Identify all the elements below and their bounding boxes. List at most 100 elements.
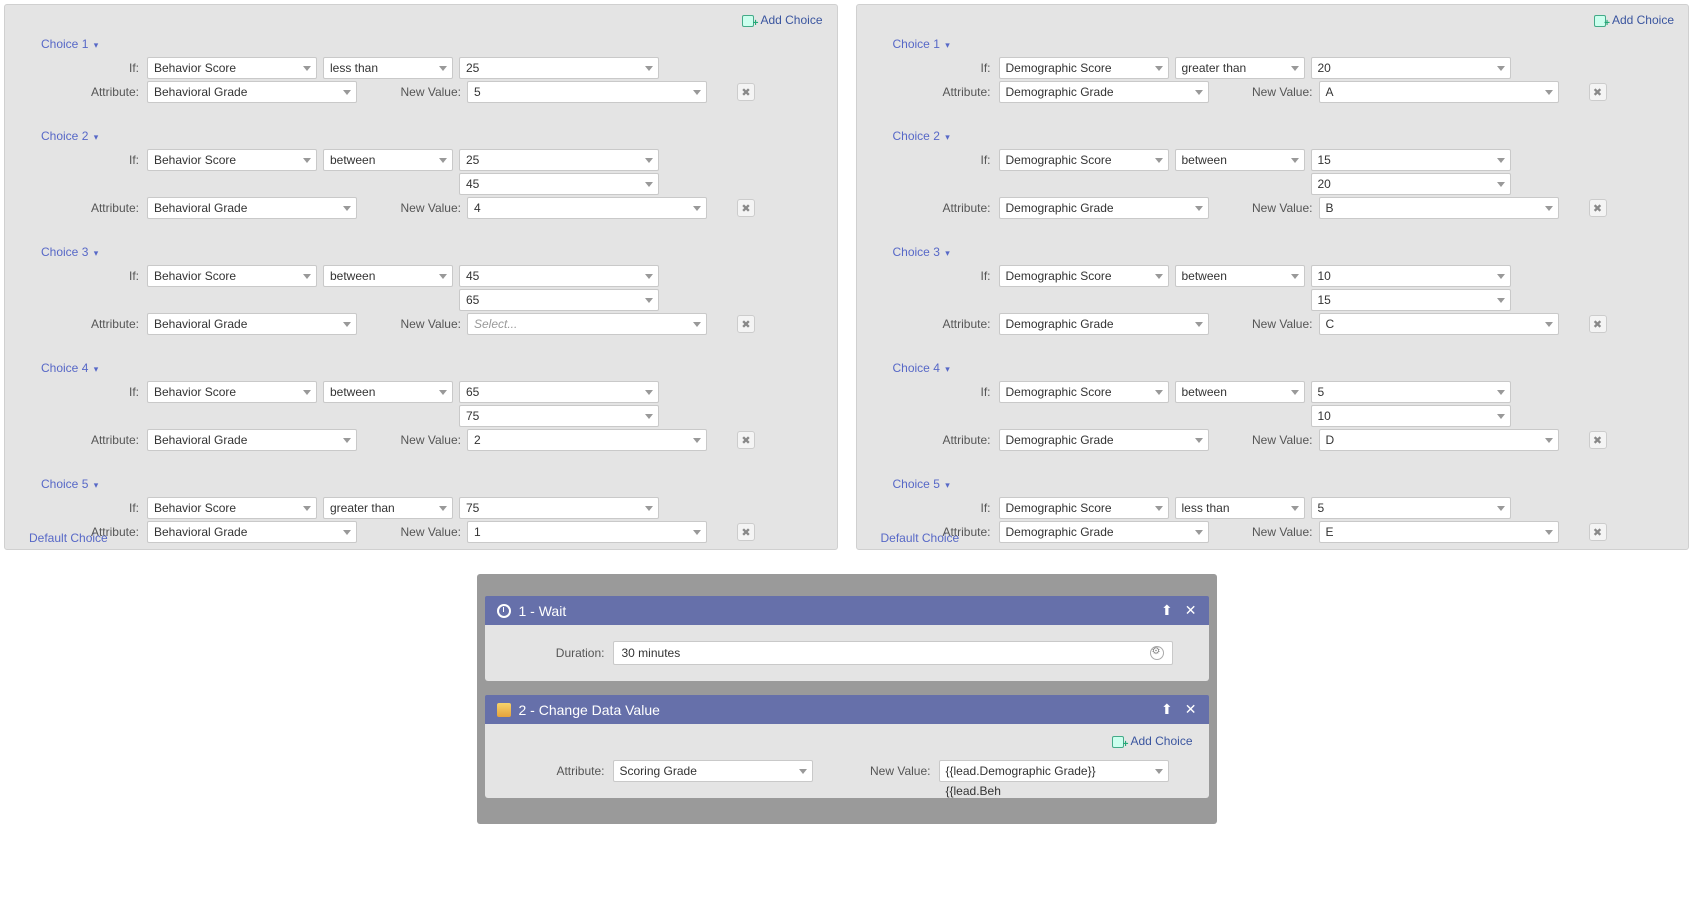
if-value1-select[interactable]: 5 xyxy=(1311,497,1511,519)
if-operator-select[interactable]: between xyxy=(323,381,453,403)
delete-choice-button[interactable]: ✖ xyxy=(1589,199,1607,217)
step-2-header[interactable]: 2 - Change Data Value ⬆ ✕ xyxy=(485,695,1209,724)
close-icon[interactable]: ✕ xyxy=(1185,602,1197,619)
choice-header[interactable]: Choice 1 ▾ xyxy=(893,37,1679,51)
new-value-select[interactable]: B xyxy=(1319,197,1559,219)
delete-choice-button[interactable]: ✖ xyxy=(737,199,755,217)
new-value-select[interactable]: C xyxy=(1319,313,1559,335)
if-attribute-select[interactable]: Behavior Score xyxy=(147,149,317,171)
if-operator-select[interactable]: between xyxy=(1175,265,1305,287)
if-value1-select[interactable]: 5 xyxy=(1311,381,1511,403)
if-attribute-select[interactable]: Behavior Score xyxy=(147,57,317,79)
attribute-select[interactable]: Demographic Grade xyxy=(999,521,1209,543)
choice-header[interactable]: Choice 1 ▾ xyxy=(41,37,827,51)
new-value-label: New Value: xyxy=(1235,85,1313,99)
delete-choice-button[interactable]: ✖ xyxy=(737,83,755,101)
choice-header[interactable]: Choice 2 ▾ xyxy=(893,129,1679,143)
if-attribute-select[interactable]: Demographic Score xyxy=(999,57,1169,79)
new-value-select[interactable]: 2 xyxy=(467,429,707,451)
if-value2-select[interactable]: 20 xyxy=(1311,173,1511,195)
if-operator-select[interactable]: between xyxy=(323,265,453,287)
close-icon[interactable]: ✕ xyxy=(1185,701,1197,718)
attribute-select[interactable]: Demographic Grade xyxy=(999,313,1209,335)
new-value-select[interactable]: E xyxy=(1319,521,1559,543)
attribute-select[interactable]: Behavioral Grade xyxy=(147,521,357,543)
attribute-label: Attribute: xyxy=(873,201,993,215)
if-value1-select[interactable]: 20 xyxy=(1311,57,1511,79)
choice-header[interactable]: Choice 5 ▾ xyxy=(41,477,827,491)
delete-choice-button[interactable]: ✖ xyxy=(737,523,755,541)
new-value-select[interactable]: A xyxy=(1319,81,1559,103)
new-value-label: New Value: xyxy=(1235,317,1313,331)
step-1-title: 1 - Wait xyxy=(519,603,567,619)
new-value-select[interactable]: D xyxy=(1319,429,1559,451)
if-attribute-select[interactable]: Behavior Score xyxy=(147,381,317,403)
if-attribute-select[interactable]: Behavior Score xyxy=(147,497,317,519)
choice-header[interactable]: Choice 4 ▾ xyxy=(41,361,827,375)
if-attribute-select[interactable]: Behavior Score xyxy=(147,265,317,287)
delete-choice-button[interactable]: ✖ xyxy=(737,431,755,449)
attribute-select[interactable]: Demographic Grade xyxy=(999,197,1209,219)
if-value2-select[interactable]: 75 xyxy=(459,405,659,427)
if-value2-select[interactable]: 45 xyxy=(459,173,659,195)
if-attribute-select[interactable]: Demographic Score xyxy=(999,149,1169,171)
choice-header[interactable]: Choice 4 ▾ xyxy=(893,361,1679,375)
attribute-select[interactable]: Behavioral Grade xyxy=(147,197,357,219)
delete-choice-button[interactable]: ✖ xyxy=(1589,83,1607,101)
if-value1-select[interactable]: 25 xyxy=(459,149,659,171)
delete-choice-button[interactable]: ✖ xyxy=(1589,523,1607,541)
attribute-select[interactable]: Demographic Grade xyxy=(999,429,1209,451)
if-value2-select[interactable]: 10 xyxy=(1311,405,1511,427)
if-operator-select[interactable]: between xyxy=(323,149,453,171)
chevron-down-icon: ▾ xyxy=(945,480,950,490)
if-attribute-select[interactable]: Demographic Score xyxy=(999,265,1169,287)
if-value1-select[interactable]: 45 xyxy=(459,265,659,287)
if-label: If: xyxy=(873,269,993,283)
attribute-select[interactable]: Behavioral Grade xyxy=(147,313,357,335)
delete-choice-button[interactable]: ✖ xyxy=(1589,431,1607,449)
default-choice-link[interactable]: Default Choice xyxy=(881,531,960,545)
if-operator-select[interactable]: less than xyxy=(323,57,453,79)
new-value-select[interactable]: 4 xyxy=(467,197,707,219)
choice-header[interactable]: Choice 3 ▾ xyxy=(893,245,1679,259)
if-label: If: xyxy=(873,153,993,167)
if-operator-select[interactable]: between xyxy=(1175,149,1305,171)
attribute-select[interactable]: Demographic Grade xyxy=(999,81,1209,103)
duration-field[interactable]: 30 minutes xyxy=(613,641,1173,665)
if-value1-select[interactable]: 75 xyxy=(459,497,659,519)
new-value-select[interactable]: Select... xyxy=(467,313,707,335)
if-value1-select[interactable]: 10 xyxy=(1311,265,1511,287)
choice-header[interactable]: Choice 3 ▾ xyxy=(41,245,827,259)
step2-attribute-select[interactable]: Scoring Grade xyxy=(613,760,813,782)
if-value1-select[interactable]: 65 xyxy=(459,381,659,403)
step-1-header[interactable]: 1 - Wait ⬆ ✕ xyxy=(485,596,1209,625)
delete-choice-button[interactable]: ✖ xyxy=(1589,315,1607,333)
add-choice-button[interactable]: Add Choice xyxy=(742,13,822,27)
if-attribute-select[interactable]: Demographic Score xyxy=(999,381,1169,403)
new-value-select[interactable]: 5 xyxy=(467,81,707,103)
if-operator-select[interactable]: less than xyxy=(1175,497,1305,519)
attribute-select[interactable]: Behavioral Grade xyxy=(147,81,357,103)
default-choice-link[interactable]: Default Choice xyxy=(29,531,108,545)
new-value-select[interactable]: 1 xyxy=(467,521,707,543)
step2-new-value-select[interactable]: {{lead.Demographic Grade}}{{lead.Beh xyxy=(939,760,1169,782)
choice-header[interactable]: Choice 2 ▾ xyxy=(41,129,827,143)
delete-choice-button[interactable]: ✖ xyxy=(737,315,755,333)
if-attribute-select[interactable]: Demographic Score xyxy=(999,497,1169,519)
choice-header[interactable]: Choice 5 ▾ xyxy=(893,477,1679,491)
gear-icon[interactable] xyxy=(1150,646,1164,660)
if-value2-select[interactable]: 15 xyxy=(1311,289,1511,311)
add-choice-label: Add Choice xyxy=(1130,734,1192,748)
move-up-icon[interactable]: ⬆ xyxy=(1161,701,1173,718)
if-value2-select[interactable]: 65 xyxy=(459,289,659,311)
if-value1-select[interactable]: 15 xyxy=(1311,149,1511,171)
if-operator-select[interactable]: greater than xyxy=(1175,57,1305,79)
if-operator-select[interactable]: between xyxy=(1175,381,1305,403)
add-choice-button[interactable]: Add Choice xyxy=(1112,734,1192,748)
new-value-label: New Value: xyxy=(383,525,461,539)
if-operator-select[interactable]: greater than xyxy=(323,497,453,519)
add-choice-button[interactable]: Add Choice xyxy=(1594,13,1674,27)
attribute-select[interactable]: Behavioral Grade xyxy=(147,429,357,451)
move-up-icon[interactable]: ⬆ xyxy=(1161,602,1173,619)
if-value1-select[interactable]: 25 xyxy=(459,57,659,79)
